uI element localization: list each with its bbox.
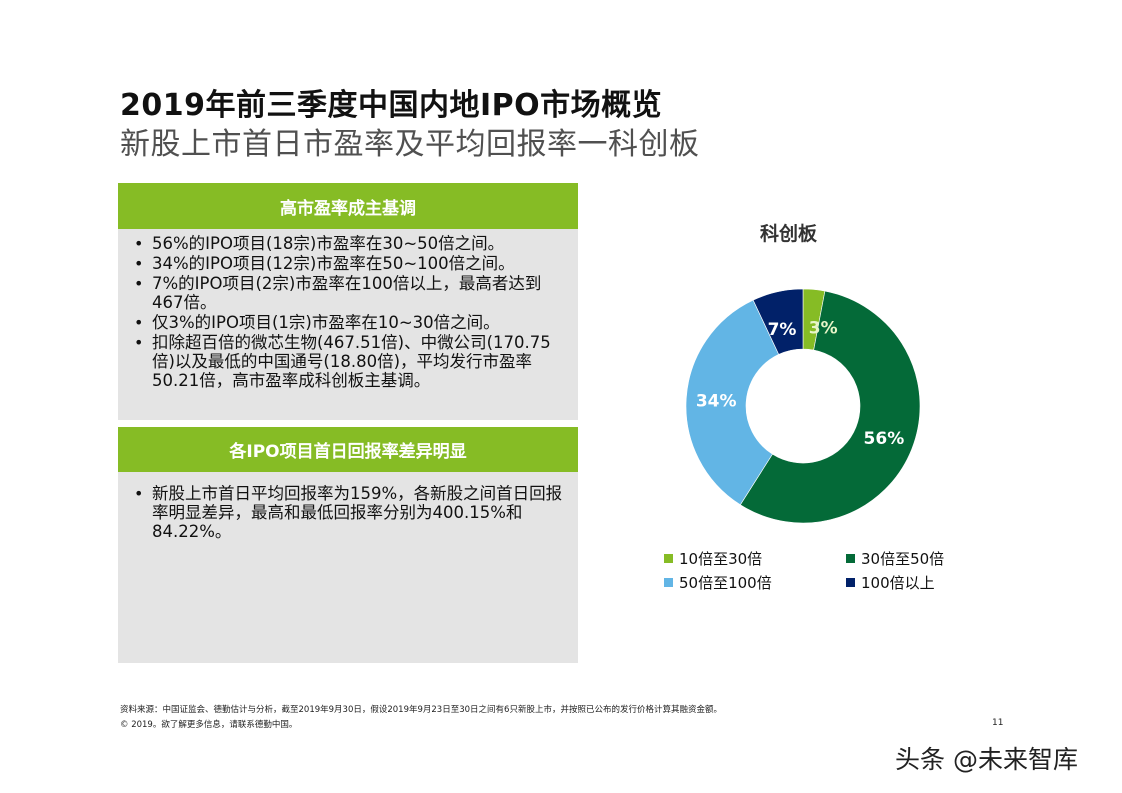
donut-slice-label: 34% xyxy=(696,392,737,412)
donut-slice xyxy=(739,290,921,524)
donut-slice-label: 56% xyxy=(864,429,905,449)
bullet-list-return: 新股上市首日平均回报率为159%，各新股之间首日回报率明显差异，最高和最低回报率… xyxy=(128,484,566,541)
page-title: 2019年前三季度中国内地IPO市场概览 xyxy=(120,88,663,123)
chart-legend: 10倍至30倍 30倍至50倍 50倍至100倍 100倍以上 xyxy=(664,548,964,593)
donut-slice-label: 7% xyxy=(768,320,797,340)
legend-item-30-50: 30倍至50倍 xyxy=(846,548,966,569)
panel-heading-high-pe: 高市盈率成主基调 xyxy=(118,183,578,229)
donut-slice-label: 3% xyxy=(809,318,838,338)
legend-item-100-plus: 100倍以上 xyxy=(846,572,966,593)
donut-slices xyxy=(685,288,921,524)
bullet-item: 扣除超百倍的微芯生物(467.51倍)、中微公司(170.75倍)以及最低的中国… xyxy=(128,333,566,390)
panel-body-high-pe: 56%的IPO项目(18宗)市盈率在30~50倍之间。 34%的IPO项目(12… xyxy=(118,229,578,420)
bullet-list-high-pe: 56%的IPO项目(18宗)市盈率在30~50倍之间。 34%的IPO项目(12… xyxy=(128,234,566,390)
chart-title: 科创板 xyxy=(760,223,818,245)
panel-body-return: 新股上市首日平均回报率为159%，各新股之间首日回报率明显差异，最高和最低回报率… xyxy=(118,472,578,663)
bullet-item: 56%的IPO项目(18宗)市盈率在30~50倍之间。 xyxy=(128,234,566,253)
donut-slice xyxy=(752,288,804,355)
donut-chart: 3% 56% 34% 7% xyxy=(685,288,921,524)
donut-labels: 3% 56% 34% 7% xyxy=(696,318,904,449)
bullet-item: 34%的IPO项目(12宗)市盈率在50~100倍之间。 xyxy=(128,254,566,273)
legend-item-10-30: 10倍至30倍 xyxy=(664,548,846,569)
page-number: 11 xyxy=(992,718,1004,728)
legend-swatch-icon xyxy=(846,578,855,587)
legend-swatch-icon xyxy=(664,578,673,587)
legend-item-50-100: 50倍至100倍 xyxy=(664,572,846,593)
watermark: 头条 @未来智库 xyxy=(895,745,1078,774)
page-subtitle: 新股上市首日市盈率及平均回报率一科创板 xyxy=(120,127,700,162)
bullet-item: 7%的IPO项目(2宗)市盈率在100倍以上，最高者达到467倍。 xyxy=(128,274,566,312)
legend-swatch-icon xyxy=(664,554,673,563)
panel-heading-return: 各IPO项目首日回报率差异明显 xyxy=(118,427,578,472)
source-note: 资料来源：中国证监会、德勤估计与分析，截至2019年9月30日，假设2019年9… xyxy=(120,705,722,715)
bullet-item: 仅3%的IPO项目(1宗)市盈率在10~30倍之间。 xyxy=(128,313,566,332)
legend-swatch-icon xyxy=(846,554,855,563)
copyright-note: © 2019。欲了解更多信息，请联系德勤中国。 xyxy=(120,720,298,730)
donut-slice xyxy=(685,299,780,506)
bullet-item: 新股上市首日平均回报率为159%，各新股之间首日回报率明显差异，最高和最低回报率… xyxy=(128,484,566,541)
